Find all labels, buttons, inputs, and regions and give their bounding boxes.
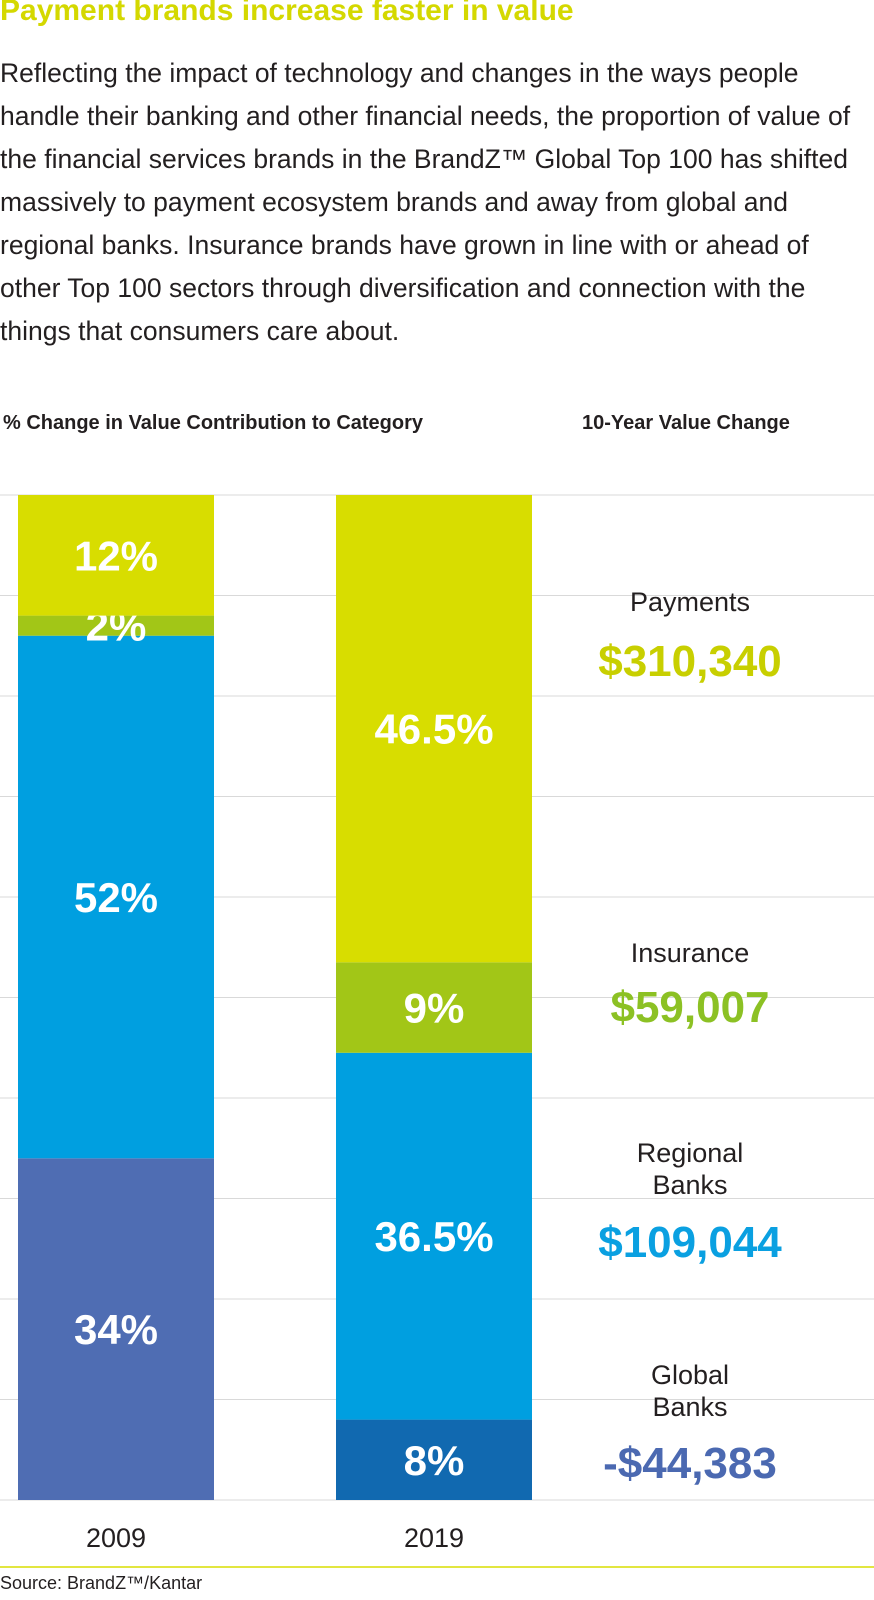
bar-regional-banks-2019 — [336, 1052, 532, 1420]
bar-insurance-2009 — [18, 615, 214, 636]
value-change-heading: 10-Year Value Change — [582, 412, 790, 434]
bar-regional-banks-2009 — [18, 635, 214, 1159]
bar-global-banks-2019 — [336, 1419, 532, 1500]
value-change-label: Banks — [652, 1392, 727, 1422]
data-label: 8% — [404, 1437, 465, 1484]
value-change-amount: $59,007 — [610, 983, 769, 1032]
value-change-label: Regional — [637, 1138, 744, 1168]
value-change-amount: $310,340 — [598, 637, 782, 686]
bar-payments-2009 — [18, 495, 214, 616]
bar-insurance-2019 — [336, 962, 532, 1053]
x-tick-label: 2009 — [86, 1523, 146, 1553]
value-change-label: Banks — [652, 1170, 727, 1200]
data-label: 34% — [74, 1306, 158, 1353]
data-label: 9% — [404, 985, 465, 1032]
page-title: Payment brands increase faster in value — [0, 0, 574, 27]
bar-payments-2019 — [336, 495, 532, 963]
value-change-label: Insurance — [631, 938, 750, 968]
x-tick-label: 2019 — [404, 1523, 464, 1553]
value-change-amount: -$44,383 — [603, 1439, 777, 1488]
value-change-amount: $109,044 — [598, 1218, 782, 1267]
data-label: 46.5% — [374, 706, 493, 753]
intro-paragraph: Reflecting the impact of technology and … — [0, 58, 851, 346]
source-note: Source: BrandZ™/Kantar — [0, 1573, 203, 1593]
data-label: 52% — [74, 874, 158, 921]
value-change-label: Payments — [630, 587, 750, 617]
value-change-label: Global — [651, 1360, 729, 1390]
chart-heading: % Change in Value Contribution to Catego… — [3, 412, 424, 434]
data-label: 12% — [74, 532, 158, 579]
bar-global-banks-2009 — [18, 1158, 214, 1500]
data-label: 36.5% — [374, 1213, 493, 1260]
